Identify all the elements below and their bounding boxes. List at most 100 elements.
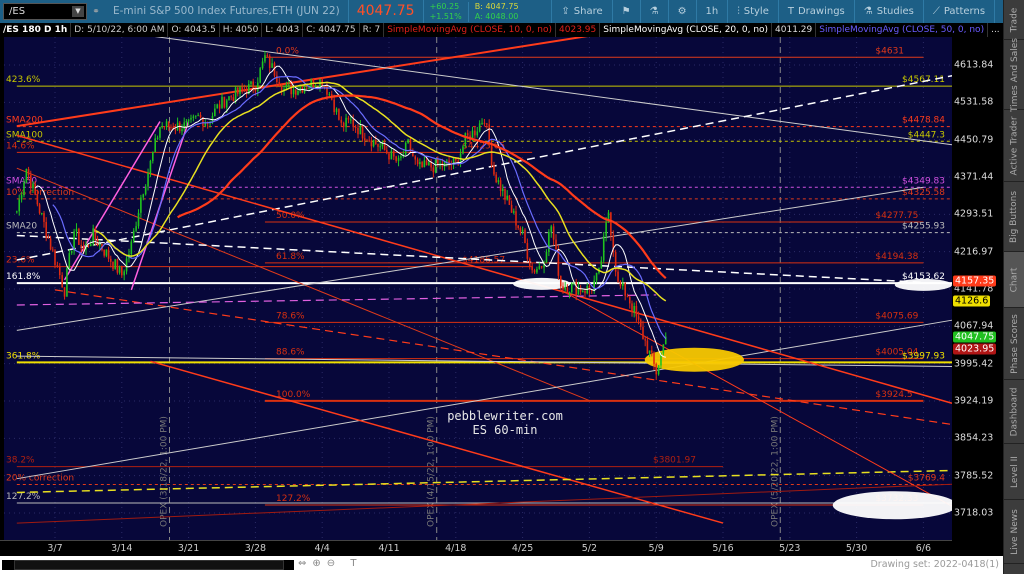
candle-body bbox=[495, 174, 497, 183]
candle-body bbox=[590, 290, 593, 292]
study-value: 4023.95 bbox=[556, 23, 601, 37]
toolbar-button-share[interactable]: ⇪ Share bbox=[551, 0, 611, 23]
side-tab-dashboard[interactable]: Dashboard bbox=[1004, 380, 1024, 444]
level-label: SMA50 bbox=[6, 176, 37, 186]
candle-body bbox=[45, 221, 47, 238]
side-tab-trade[interactable]: Trade bbox=[1004, 0, 1024, 40]
info-item: C: 4047.75 bbox=[303, 23, 360, 37]
side-tab-label: Big Buttons bbox=[1009, 190, 1020, 243]
date-tick-label: 5/9 bbox=[648, 543, 664, 554]
toolbar-button-style[interactable]: ⫶ Style bbox=[727, 0, 778, 23]
candle-body bbox=[80, 244, 83, 247]
price-tick-label: 3854.23 bbox=[954, 432, 994, 444]
candle-body bbox=[419, 162, 421, 165]
trendline bbox=[54, 289, 953, 426]
toolbar-button-drawings[interactable]: T Drawings bbox=[777, 0, 854, 23]
study-label[interactable]: SimpleMovingAvg (CLOSE, 10, 0, no) bbox=[384, 23, 557, 37]
toolbar-button-alert[interactable]: ⚑ bbox=[611, 0, 640, 23]
level-label: 88.6% bbox=[276, 348, 305, 358]
toolbar-button-1h[interactable]: 1h bbox=[695, 0, 728, 23]
study-value: ... bbox=[988, 23, 1003, 37]
candle-body bbox=[481, 122, 483, 124]
candle-body bbox=[335, 108, 338, 113]
candle-body bbox=[412, 151, 414, 157]
date-tick-label: 4/4 bbox=[314, 543, 330, 554]
date-axis[interactable]: 3/7 3/14 3/21 3/28 4/4 4/11 4/18 4/25 5/2 5/9 5/16… bbox=[0, 540, 952, 556]
level-price-tag: $3769.4 bbox=[908, 474, 945, 484]
candle-body bbox=[455, 158, 457, 161]
level-label: 0.0% bbox=[276, 46, 299, 56]
candle-body bbox=[478, 123, 481, 132]
candle-body bbox=[40, 213, 43, 215]
candle-body bbox=[326, 86, 328, 95]
side-tab-label: Dashboard bbox=[1009, 387, 1020, 436]
candle-body bbox=[54, 250, 56, 266]
candle-body bbox=[243, 89, 246, 91]
candle-body bbox=[612, 235, 615, 252]
price-chart[interactable]: OPEX (3/18/22, 1:00 PM) OPEX (4/15/22, 1:… bbox=[0, 37, 1003, 540]
candle-body bbox=[538, 266, 541, 269]
price-axis[interactable]: 4613.84 4531.58 4450.79 4371.44 4293.51 4216.… bbox=[952, 37, 1003, 556]
candle-body bbox=[533, 270, 536, 273]
candle-body bbox=[488, 124, 491, 145]
trendline bbox=[560, 289, 953, 507]
side-tab-big-buttons[interactable]: Big Buttons bbox=[1004, 182, 1024, 252]
price-tick-label: 3924.19 bbox=[954, 395, 994, 407]
level-label: SMA200 bbox=[6, 116, 43, 126]
candle-body bbox=[280, 85, 283, 92]
info-item: /ES 180 D 1h bbox=[0, 23, 72, 37]
candle-body bbox=[333, 99, 335, 113]
side-tab-times-and-sales[interactable]: Times And Sales bbox=[1004, 38, 1024, 111]
last-price: 4047.75 bbox=[349, 0, 424, 23]
study-label[interactable]: SimpleMovingAvg (CLOSE, 50, 0, no) bbox=[816, 23, 989, 37]
top-toolbar: /ES ▼ ⚭ E-mini S&P 500 Index Futures,ETH … bbox=[0, 0, 1024, 23]
candle-body bbox=[648, 350, 651, 354]
side-tab-label: Live News bbox=[1009, 508, 1020, 555]
candle-body bbox=[432, 167, 435, 173]
chevron-down-icon[interactable]: ▼ bbox=[72, 6, 84, 17]
side-tab-chart[interactable]: Chart bbox=[1004, 252, 1024, 308]
drawing-set[interactable]: Drawing set: 2022-0418(1) bbox=[870, 559, 999, 570]
level-price-tag: $4631 bbox=[875, 46, 904, 56]
side-tab-label: Trade bbox=[1009, 7, 1020, 32]
sma50-line bbox=[52, 75, 667, 340]
candle-body bbox=[388, 153, 390, 160]
study-label[interactable]: SimpleMovingAvg (CLOSE, 20, 0, no) bbox=[600, 23, 773, 37]
candle-body bbox=[602, 236, 605, 261]
candle-body bbox=[34, 183, 36, 195]
candle-body bbox=[628, 297, 631, 304]
toolbar-button-studies[interactable]: ⚗ Studies bbox=[853, 0, 923, 23]
side-tab-active-trader[interactable]: Active Trader bbox=[1004, 110, 1024, 182]
symbol-value: /ES bbox=[9, 6, 26, 17]
candle-body bbox=[16, 211, 18, 213]
toolbar-button-gear[interactable]: ⚙ bbox=[667, 0, 696, 23]
candle-body bbox=[593, 280, 595, 291]
candle-body bbox=[266, 55, 269, 57]
level-price-tag: $4567.11 bbox=[902, 75, 945, 85]
candle-body bbox=[536, 268, 538, 273]
candle-body bbox=[264, 55, 266, 62]
side-tab-level-ii[interactable]: Level II bbox=[1004, 444, 1024, 500]
toolbar-button-label: Drawings bbox=[797, 6, 845, 17]
candle-body bbox=[452, 158, 455, 165]
candle-body bbox=[474, 130, 476, 136]
scrollbar-thumb[interactable] bbox=[14, 560, 284, 570]
candle-body bbox=[112, 261, 114, 269]
link-icon[interactable]: ⚭ bbox=[92, 6, 100, 17]
toolbar-button-patterns[interactable]: ⟋ Patterns bbox=[922, 0, 994, 23]
trendline bbox=[16, 234, 924, 284]
level-label: 14.6% bbox=[6, 141, 35, 151]
sma20-line bbox=[95, 81, 667, 302]
side-tab-live-news[interactable]: Live News bbox=[1004, 500, 1024, 564]
candle-body bbox=[622, 282, 624, 287]
scrollbar[interactable] bbox=[2, 560, 294, 570]
date-tick-label: 3/21 bbox=[177, 543, 200, 554]
toolbar-button-flask[interactable]: ⚗ bbox=[639, 0, 668, 23]
level-label: SMA100 bbox=[6, 130, 43, 140]
zoom-tools[interactable]: ⇔⊕⊖ T bbox=[298, 558, 363, 569]
candle-body bbox=[407, 139, 409, 143]
symbol-input[interactable]: /ES ▼ bbox=[3, 3, 87, 20]
candle-body bbox=[232, 97, 235, 101]
candle-body bbox=[379, 146, 381, 148]
side-tab-phase-scores[interactable]: Phase Scores bbox=[1004, 308, 1024, 380]
